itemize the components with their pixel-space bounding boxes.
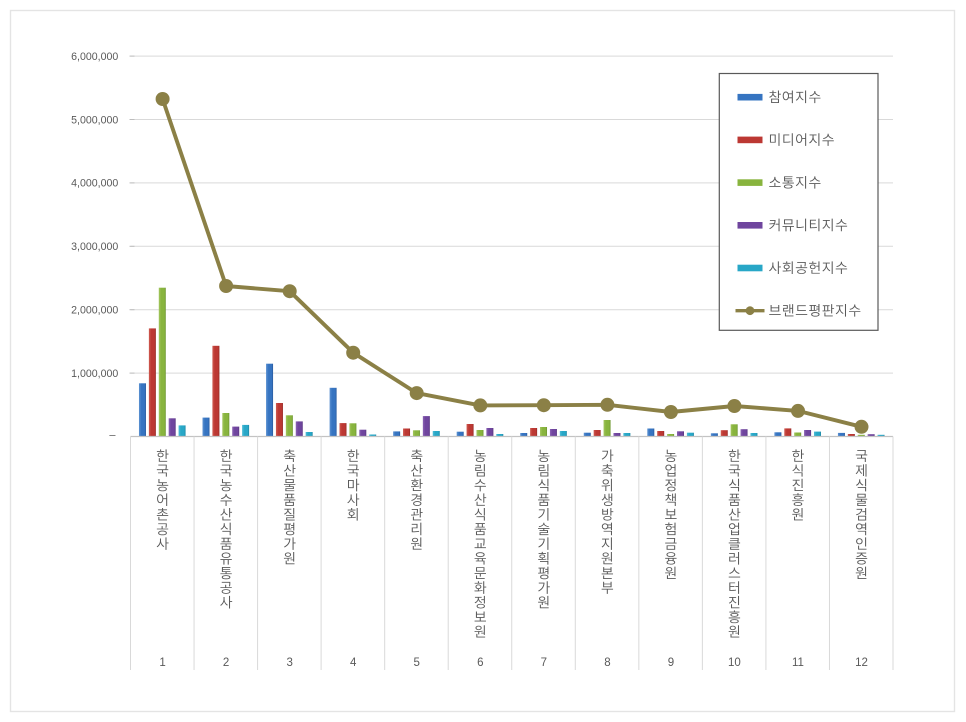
svg-text:9: 9 [668,657,674,669]
svg-text:6: 6 [477,657,483,669]
svg-text:1: 1 [159,657,165,669]
svg-text:2: 2 [223,657,229,669]
svg-text:6,000,000: 6,000,000 [71,51,118,63]
svg-text:4: 4 [350,657,357,669]
svg-text:12: 12 [855,657,868,669]
svg-text:10: 10 [728,657,741,669]
svg-text:7: 7 [541,657,547,669]
svg-text:11: 11 [792,657,804,669]
svg-text:8: 8 [604,657,610,669]
svg-text:1,000,000: 1,000,000 [71,368,118,380]
svg-text:3: 3 [286,657,292,669]
svg-text:–: – [109,430,116,442]
svg-text:5: 5 [413,657,419,669]
svg-text:5,000,000: 5,000,000 [71,114,118,126]
svg-text:3,000,000: 3,000,000 [71,241,118,253]
svg-text:2,000,000: 2,000,000 [71,305,118,317]
svg-text:4,000,000: 4,000,000 [71,178,118,190]
